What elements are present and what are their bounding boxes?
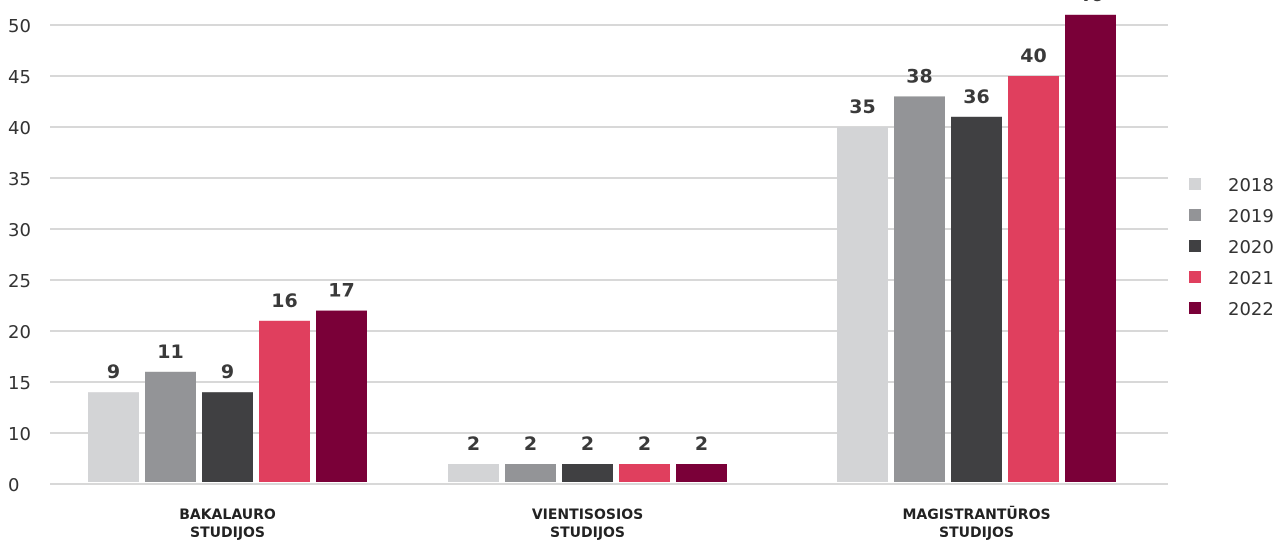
bar-2020-cat1 <box>562 464 613 482</box>
category-label: STUDIJOS <box>939 525 1014 541</box>
legend-label: 2021 <box>1228 268 1274 289</box>
legend-label: 2018 <box>1228 175 1274 196</box>
y-tick-label: 15 <box>8 373 31 394</box>
legend-label: 2019 <box>1228 206 1274 227</box>
legend-label: 2020 <box>1228 237 1274 258</box>
y-tick-label: 25 <box>8 271 31 292</box>
y-axis-ticks: 0 10 15 20 25 30 35 40 45 50 <box>8 16 31 496</box>
data-label: 9 <box>107 361 120 383</box>
bar-2021-cat0 <box>259 321 310 482</box>
data-label: 46 <box>1077 0 1103 6</box>
category-label: STUDIJOS <box>190 525 265 541</box>
category-label: MAGISTRANTŪROS <box>902 505 1050 523</box>
y-tick-label: 50 <box>8 16 31 37</box>
bar-2019-cat0 <box>145 372 196 482</box>
data-label: 36 <box>963 86 989 108</box>
category-label: BAKALAURO <box>179 507 276 523</box>
x-axis-categories: BAKALAURO STUDIJOS VIENTISOSIOS STUDIJOS MAG… <box>179 505 1050 541</box>
y-tick-label: 40 <box>8 118 31 139</box>
bar-2020-cat0 <box>202 392 253 482</box>
data-label: 38 <box>906 65 932 87</box>
data-label: 16 <box>271 290 297 312</box>
y-tick-label: 45 <box>8 67 31 88</box>
bar-2022-cat0 <box>316 311 367 482</box>
legend-swatch <box>1189 178 1201 190</box>
data-label: 35 <box>849 96 875 118</box>
bar-2018-cat2 <box>837 127 888 482</box>
bar-2022-cat2 <box>1065 15 1116 482</box>
bar-2018-cat1 <box>448 464 499 482</box>
legend-swatch <box>1189 209 1201 221</box>
y-tick-label: 30 <box>8 220 31 241</box>
data-label: 2 <box>695 433 708 455</box>
y-tick-label: 10 <box>8 424 31 445</box>
bar-2022-cat1 <box>676 464 727 482</box>
legend-swatch <box>1189 302 1201 314</box>
data-label: 11 <box>157 341 183 363</box>
bar-2018-cat0 <box>88 392 139 482</box>
bar-2019-cat2 <box>894 96 945 482</box>
category-label: STUDIJOS <box>550 525 625 541</box>
category-label: VIENTISOSIOS <box>532 507 643 523</box>
bar-2021-cat1 <box>619 464 670 482</box>
data-label: 2 <box>581 433 594 455</box>
legend-label: 2022 <box>1228 299 1274 320</box>
bar-2020-cat2 <box>951 117 1002 482</box>
bar-2019-cat1 <box>505 464 556 482</box>
data-label: 17 <box>328 280 354 302</box>
data-label: 40 <box>1020 45 1046 67</box>
data-label: 9 <box>221 361 234 383</box>
data-label: 2 <box>638 433 651 455</box>
y-tick-label: 0 <box>8 475 19 496</box>
legend-swatch <box>1189 271 1201 283</box>
data-label: 2 <box>467 433 480 455</box>
bar-2021-cat2 <box>1008 76 1059 482</box>
legend: 2018 2019 2020 2021 2022 <box>1189 175 1274 320</box>
legend-swatch <box>1189 240 1201 252</box>
y-tick-label: 35 <box>8 169 31 190</box>
y-tick-label: 20 <box>8 322 31 343</box>
data-label: 2 <box>524 433 537 455</box>
bars <box>88 15 1116 482</box>
